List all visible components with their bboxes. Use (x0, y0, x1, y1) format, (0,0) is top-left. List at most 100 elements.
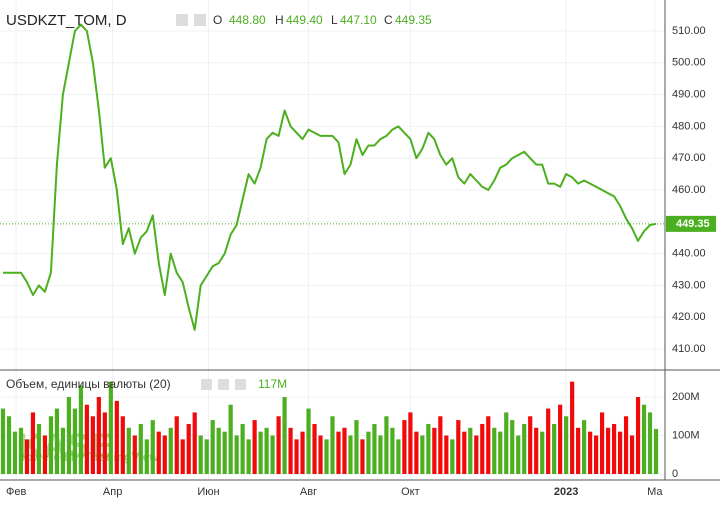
volume-bar (534, 427, 539, 474)
volume-bar (48, 416, 54, 474)
icon[interactable] (176, 14, 188, 26)
volume-last: 117M (258, 377, 287, 391)
volume-bar (414, 431, 419, 474)
volume-bar (498, 431, 503, 474)
y-tick-label: 200M (672, 391, 700, 403)
volume-bar (102, 412, 107, 474)
volume-bar (564, 416, 569, 474)
ohlc-letter: O (213, 13, 222, 27)
volume-bar (426, 423, 431, 474)
legend-header: USDKZT_TOM, D O 448.80 H 449.40 L 447.10… (6, 12, 432, 391)
volume-bar (468, 427, 473, 474)
volume-bar (611, 423, 617, 474)
volume-bar (408, 412, 413, 474)
volume-bar (228, 404, 233, 474)
volume-bar (576, 427, 581, 474)
volume-bar (168, 427, 173, 474)
x-tick-label: Окт (401, 486, 420, 498)
volume-bar (144, 439, 149, 474)
volume-bar (354, 420, 359, 474)
volume-bar (180, 439, 185, 474)
volume-bar (629, 435, 635, 474)
volume-bar (72, 408, 77, 474)
volume-bar (546, 408, 551, 474)
volume-bar (432, 427, 437, 474)
y-tick-label: 440.00 (672, 248, 706, 260)
volume-bar (0, 408, 6, 474)
volume-bar (318, 435, 323, 474)
volume-bar (588, 431, 593, 474)
y-tick-label: 510.00 (672, 25, 706, 37)
x-tick-label: Ма (647, 486, 663, 498)
volume-bar (6, 416, 12, 474)
volume-bar (594, 435, 599, 474)
volume-bar (336, 431, 341, 474)
y-tick-label: 460.00 (672, 184, 706, 196)
volume-bar (570, 381, 575, 474)
icon[interactable] (235, 379, 246, 390)
volume-bar (510, 420, 515, 474)
y-tick-label: 490.00 (672, 89, 706, 101)
volume-bar (480, 423, 485, 474)
volume-bar (84, 404, 89, 474)
volume-bar (66, 397, 71, 474)
volume-bar (486, 416, 491, 474)
volume-bar (647, 412, 653, 474)
volume-bar (378, 435, 383, 474)
icon[interactable] (218, 379, 229, 390)
volume-bar (60, 427, 66, 474)
volume-bar (90, 416, 95, 474)
volume-bar (174, 416, 179, 474)
x-tick-label: 2023 (554, 486, 578, 498)
volume-bar (617, 431, 623, 474)
icon[interactable] (194, 14, 206, 26)
ohlc-letter: L (331, 13, 338, 27)
volume-bar (558, 404, 563, 474)
volume-bar (384, 416, 389, 474)
volume-bar (294, 439, 299, 474)
y-tick-label: 410.00 (672, 343, 706, 355)
volume-bar (234, 435, 239, 474)
marks (0, 23, 665, 474)
volume-bar (114, 400, 119, 474)
volume-bar (162, 435, 167, 474)
price-line (3, 23, 657, 331)
ohlc-letter: C (384, 13, 393, 27)
y-tick-label: 420.00 (672, 311, 706, 323)
y-tick-label: 430.00 (672, 279, 706, 291)
last-price-label: 449.35 (676, 218, 710, 230)
volume-bar (30, 412, 36, 474)
volume-title: Объем, единицы валюты (20) (6, 377, 171, 391)
y-tick-label: 0 (672, 468, 678, 480)
volume-bar (390, 427, 395, 474)
volume-bar (156, 431, 161, 474)
volume-bar (474, 435, 479, 474)
volume-bar (192, 412, 197, 474)
volume-bar (150, 420, 155, 474)
volume-bar (282, 397, 287, 474)
volume-bar (42, 435, 48, 474)
volume-bar (24, 439, 30, 474)
ohlc-value: 447.10 (340, 13, 377, 27)
volume-bar (18, 427, 24, 474)
volume-bar (54, 408, 60, 474)
volume-bar (396, 439, 401, 474)
y-tick-label: 100M (672, 429, 700, 441)
ohlc-value: 449.40 (286, 13, 323, 27)
volume-bar (252, 420, 257, 474)
volume-bar (126, 427, 131, 474)
volume-bar (438, 416, 443, 474)
volume-bar (504, 412, 509, 474)
volume-bar (108, 381, 113, 474)
icon[interactable] (201, 379, 212, 390)
volume-bar (216, 427, 221, 474)
volume-bar (306, 408, 311, 474)
volume-bar (528, 416, 533, 474)
ohlc-letter: H (275, 13, 284, 27)
volume-bar (186, 423, 191, 474)
volume-bar (330, 416, 335, 474)
volume-bar (96, 397, 101, 474)
volume-bar (582, 420, 587, 474)
volume-bar (288, 427, 293, 474)
